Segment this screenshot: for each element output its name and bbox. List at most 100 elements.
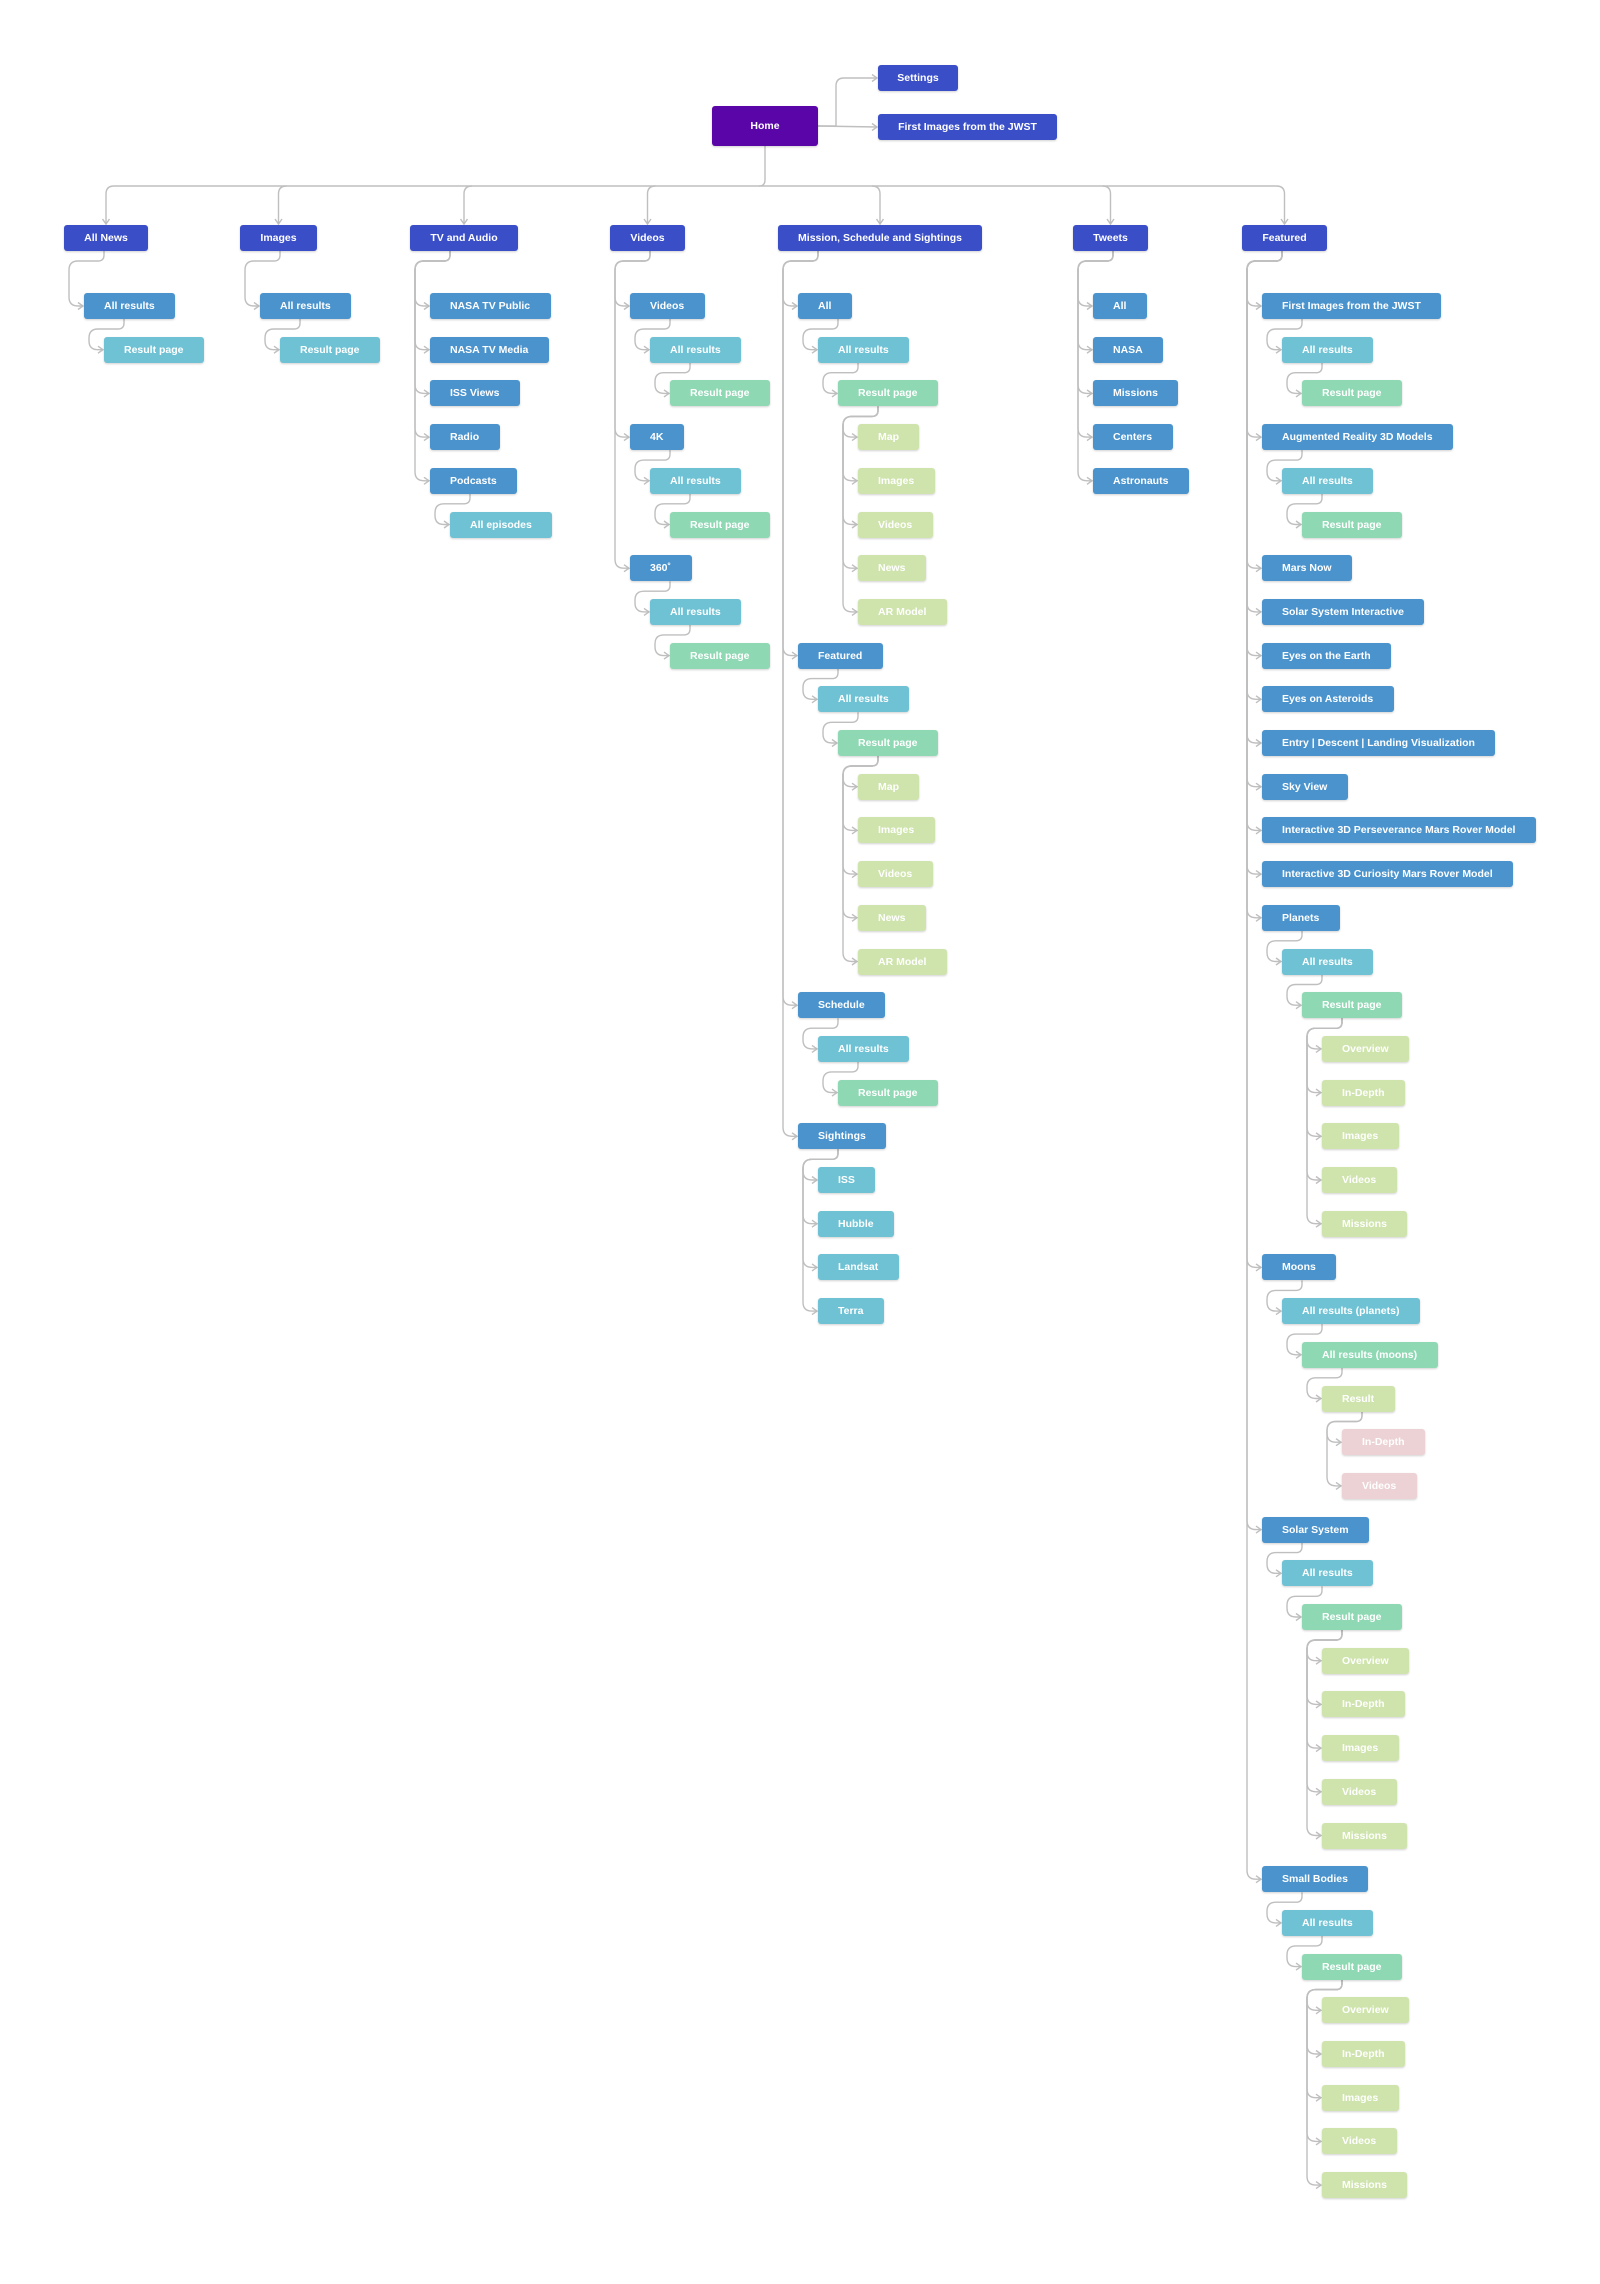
node-all-episodes[interactable]: All episodes: [450, 511, 552, 538]
node-interactive-3d-perseverance-mars-rover-model[interactable]: Interactive 3D Perseverance Mars Rover M…: [1262, 817, 1536, 844]
node-solar-system-interactive[interactable]: Solar System Interactive: [1262, 598, 1424, 625]
node-result-page[interactable]: Result page: [1302, 1953, 1402, 1980]
node-tweets[interactable]: Tweets: [1073, 225, 1148, 251]
node-terra[interactable]: Terra: [818, 1298, 884, 1325]
node-astronauts[interactable]: Astronauts: [1093, 467, 1189, 494]
node-result-page[interactable]: Result page: [838, 730, 938, 756]
node-planets[interactable]: Planets: [1262, 904, 1340, 931]
node-first-images-from-the-jwst[interactable]: First Images from the JWST: [878, 114, 1057, 140]
node-missions[interactable]: Missions: [1093, 380, 1178, 407]
node-settings[interactable]: Settings: [878, 65, 958, 91]
node-all-results[interactable]: All results: [1282, 948, 1373, 975]
node-all-results[interactable]: All results: [1282, 1909, 1373, 1936]
node-map[interactable]: Map: [858, 424, 919, 451]
node-missions[interactable]: Missions: [1322, 1822, 1407, 1849]
node-result-page[interactable]: Result page: [670, 511, 770, 538]
node-news[interactable]: News: [858, 555, 926, 582]
node-centers[interactable]: Centers: [1093, 424, 1173, 451]
node-missions[interactable]: Missions: [1322, 2172, 1407, 2199]
node-eyes-on-asteroids[interactable]: Eyes on Asteroids: [1262, 686, 1394, 713]
node-images[interactable]: Images: [1322, 1123, 1399, 1150]
node-result-page[interactable]: Result page: [670, 642, 770, 669]
node-ar-model[interactable]: AR Model: [858, 948, 947, 975]
node-sightings[interactable]: Sightings: [798, 1123, 886, 1150]
node-360[interactable]: 360˚: [630, 555, 692, 582]
node-all-results[interactable]: All results: [260, 293, 351, 319]
node-videos[interactable]: Videos: [1322, 1778, 1397, 1805]
node-hubble[interactable]: Hubble: [818, 1210, 894, 1237]
node-result-page[interactable]: Result page: [838, 380, 938, 407]
node-result-page[interactable]: Result page: [1302, 380, 1402, 407]
node-overview[interactable]: Overview: [1322, 1647, 1409, 1674]
node-mars-now[interactable]: Mars Now: [1262, 555, 1352, 582]
node-news[interactable]: News: [858, 904, 926, 931]
node-result-page[interactable]: Result page: [670, 380, 770, 407]
node-4k[interactable]: 4K: [630, 424, 684, 451]
node-all-results-moons[interactable]: All results (moons): [1302, 1341, 1438, 1368]
node-in-depth[interactable]: In-Depth: [1322, 2041, 1405, 2067]
node-in-depth[interactable]: In-Depth: [1322, 1691, 1405, 1718]
node-map[interactable]: Map: [858, 773, 919, 800]
node-videos[interactable]: Videos: [858, 511, 933, 538]
node-podcasts[interactable]: Podcasts: [430, 467, 517, 494]
node-landsat[interactable]: Landsat: [818, 1254, 899, 1281]
node-images[interactable]: Images: [240, 225, 317, 251]
node-featured[interactable]: Featured: [798, 642, 883, 669]
node-first-images-from-the-jwst[interactable]: First Images from the JWST: [1262, 293, 1441, 319]
node-ar-model[interactable]: AR Model: [858, 598, 947, 625]
node-nasa[interactable]: NASA: [1093, 336, 1163, 363]
node-images[interactable]: Images: [858, 817, 935, 844]
node-all-results[interactable]: All results: [650, 467, 741, 494]
node-result-page[interactable]: Result page: [104, 336, 204, 363]
node-nasa-tv-public[interactable]: NASA TV Public: [430, 293, 551, 319]
node-all-results[interactable]: All results: [818, 686, 909, 713]
node-moons[interactable]: Moons: [1262, 1254, 1336, 1281]
node-all-results[interactable]: All results: [1282, 1560, 1373, 1587]
node-tv-and-audio[interactable]: TV and Audio: [410, 225, 518, 251]
node-result-page[interactable]: Result page: [1302, 511, 1402, 538]
node-all[interactable]: All: [1093, 293, 1147, 319]
node-augmented-reality-3d-models[interactable]: Augmented Reality 3D Models: [1262, 424, 1453, 451]
node-result-page[interactable]: Result page: [838, 1079, 938, 1106]
node-images[interactable]: Images: [1322, 2084, 1399, 2111]
node-images[interactable]: Images: [1322, 1735, 1399, 1762]
node-small-bodies[interactable]: Small Bodies: [1262, 1866, 1368, 1893]
node-result[interactable]: Result: [1322, 1385, 1395, 1412]
node-nasa-tv-media[interactable]: NASA TV Media: [430, 336, 549, 363]
node-videos[interactable]: Videos: [1322, 2128, 1397, 2155]
node-in-depth[interactable]: In-Depth: [1322, 1079, 1405, 1106]
node-images[interactable]: Images: [858, 467, 935, 494]
node-all-results[interactable]: All results: [650, 336, 741, 363]
node-all-results-planets[interactable]: All results (planets): [1282, 1298, 1420, 1325]
node-iss-views[interactable]: ISS Views: [430, 380, 520, 407]
node-videos[interactable]: Videos: [858, 861, 933, 888]
node-videos[interactable]: Videos: [610, 225, 685, 251]
node-all-results[interactable]: All results: [84, 293, 175, 319]
node-missions[interactable]: Missions: [1322, 1210, 1407, 1237]
node-solar-system[interactable]: Solar System: [1262, 1516, 1369, 1543]
node-home[interactable]: Home: [712, 106, 818, 146]
node-all-results[interactable]: All results: [1282, 336, 1373, 363]
node-all-results[interactable]: All results: [1282, 467, 1373, 494]
node-iss[interactable]: ISS: [818, 1167, 875, 1193]
node-schedule[interactable]: Schedule: [798, 992, 885, 1019]
node-sky-view[interactable]: Sky View: [1262, 773, 1348, 800]
node-overview[interactable]: Overview: [1322, 1997, 1409, 2024]
node-result-page[interactable]: Result page: [1302, 992, 1402, 1019]
node-all[interactable]: All: [798, 293, 852, 319]
node-interactive-3d-curiosity-mars-rover-model[interactable]: Interactive 3D Curiosity Mars Rover Mode…: [1262, 861, 1513, 888]
node-radio[interactable]: Radio: [430, 424, 500, 451]
node-all-news[interactable]: All News: [64, 225, 148, 251]
node-result-page[interactable]: Result page: [280, 336, 380, 363]
node-all-results[interactable]: All results: [650, 598, 741, 625]
node-in-depth[interactable]: In-Depth: [1342, 1429, 1425, 1456]
node-overview[interactable]: Overview: [1322, 1035, 1409, 1062]
node-featured[interactable]: Featured: [1242, 225, 1327, 251]
node-all-results[interactable]: All results: [818, 1035, 909, 1062]
node-videos[interactable]: Videos: [1342, 1472, 1417, 1499]
node-mission-schedule-and-sightings[interactable]: Mission, Schedule and Sightings: [778, 225, 982, 251]
node-entry-descent-landing-visualization[interactable]: Entry | Descent | Landing Visualization: [1262, 730, 1495, 756]
node-videos[interactable]: Videos: [1322, 1167, 1397, 1193]
node-eyes-on-the-earth[interactable]: Eyes on the Earth: [1262, 642, 1391, 669]
node-result-page[interactable]: Result page: [1302, 1604, 1402, 1630]
